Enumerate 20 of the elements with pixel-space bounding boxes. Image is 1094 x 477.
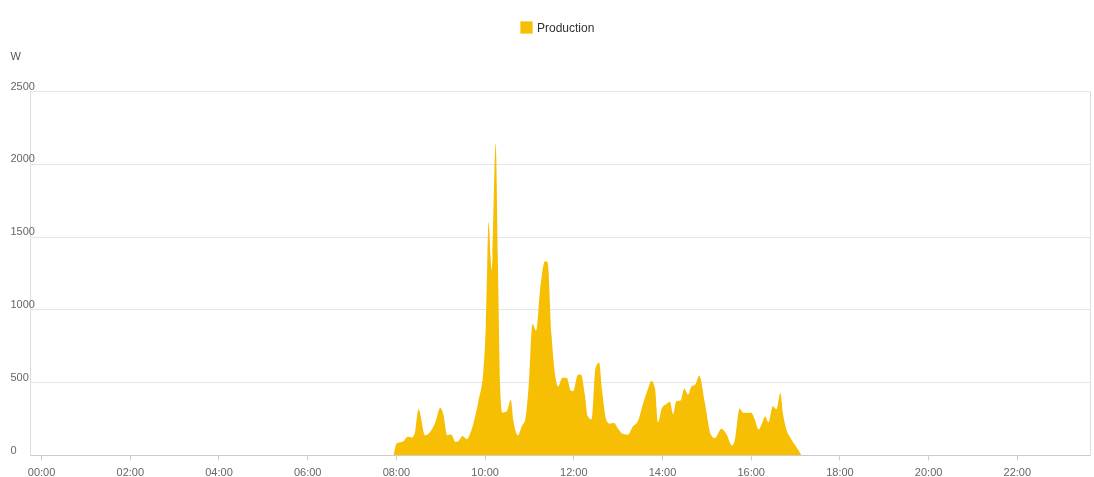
legend-label: Production (537, 20, 595, 35)
x-tick-label: 00:00 (27, 465, 56, 477)
x-tick-label: 20:00 (914, 465, 943, 477)
y-tick-label: 2500 (10, 79, 35, 92)
x-tick-label: 18:00 (826, 465, 854, 477)
y-tick-label: 500 (10, 370, 29, 383)
y-tick-label: 0 (10, 443, 17, 456)
x-tick-label: 02:00 (116, 465, 145, 477)
x-tick-label: 14:00 (648, 465, 677, 477)
y-tick-label: 1000 (10, 297, 35, 310)
x-tick-label: 22:00 (1003, 465, 1032, 477)
y-tick-label: 1500 (10, 225, 35, 238)
x-tick-label: 04:00 (205, 465, 233, 477)
x-tick-label: 10:00 (471, 465, 499, 477)
x-tick-label: 16:00 (737, 465, 765, 477)
x-tick-label: 12:00 (560, 465, 588, 477)
x-tick-label: 06:00 (293, 465, 322, 477)
y-axis-title: W (10, 49, 22, 62)
x-tick-label: 08:00 (382, 465, 411, 477)
y-tick-label: 2000 (10, 152, 35, 165)
